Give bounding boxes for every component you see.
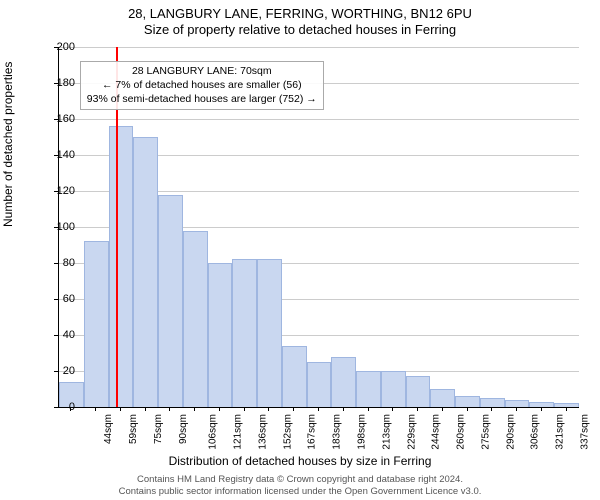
x-tick bbox=[491, 407, 492, 411]
x-tick-label: 136sqm bbox=[258, 414, 269, 450]
y-tick bbox=[54, 191, 58, 192]
y-tick-label: 60 bbox=[63, 293, 75, 305]
x-tick-label: 321sqm bbox=[555, 414, 566, 450]
y-tick bbox=[54, 227, 58, 228]
y-tick-label: 200 bbox=[57, 41, 75, 53]
histogram-bar bbox=[505, 400, 530, 407]
x-tick bbox=[417, 407, 418, 411]
gridline bbox=[59, 119, 579, 120]
x-tick bbox=[219, 407, 220, 411]
x-tick-label: 59sqm bbox=[128, 414, 139, 444]
x-tick-label: 337sqm bbox=[579, 414, 590, 450]
x-tick-label: 213sqm bbox=[381, 414, 392, 450]
y-tick bbox=[54, 47, 58, 48]
x-tick bbox=[318, 407, 319, 411]
x-tick-label: 275sqm bbox=[480, 414, 491, 450]
x-tick-label: 260sqm bbox=[456, 414, 467, 450]
histogram-bar bbox=[307, 362, 332, 407]
x-tick bbox=[293, 407, 294, 411]
y-tick-label: 80 bbox=[63, 257, 75, 269]
histogram-bar bbox=[529, 402, 554, 407]
y-tick-label: 40 bbox=[63, 329, 75, 341]
x-tick-label: 121sqm bbox=[233, 414, 244, 450]
x-tick bbox=[442, 407, 443, 411]
x-tick-label: 183sqm bbox=[332, 414, 343, 450]
annotation-box: 28 LANGBURY LANE: 70sqm← 7% of detached … bbox=[80, 61, 324, 110]
x-tick bbox=[120, 407, 121, 411]
chart-subtitle: Size of property relative to detached ho… bbox=[0, 22, 600, 37]
y-tick-label: 20 bbox=[63, 365, 75, 377]
histogram-bar bbox=[84, 241, 109, 407]
x-tick bbox=[541, 407, 542, 411]
annotation-line: 93% of semi-detached houses are larger (… bbox=[87, 93, 317, 107]
histogram-bar bbox=[133, 137, 158, 407]
x-tick-label: 229sqm bbox=[406, 414, 417, 450]
x-tick-label: 244sqm bbox=[431, 414, 442, 450]
x-tick-label: 152sqm bbox=[282, 414, 293, 450]
x-tick bbox=[244, 407, 245, 411]
x-tick-label: 167sqm bbox=[307, 414, 318, 450]
annotation-line: 28 LANGBURY LANE: 70sqm bbox=[87, 65, 317, 79]
y-tick bbox=[54, 263, 58, 264]
y-tick bbox=[54, 299, 58, 300]
x-tick bbox=[169, 407, 170, 411]
annotation-line: ← 7% of detached houses are smaller (56) bbox=[87, 79, 317, 93]
x-tick bbox=[368, 407, 369, 411]
y-tick bbox=[54, 335, 58, 336]
plot-area: 28 LANGBURY LANE: 70sqm← 7% of detached … bbox=[58, 47, 579, 408]
x-tick bbox=[516, 407, 517, 411]
histogram-bar bbox=[430, 389, 455, 407]
histogram-bar bbox=[554, 403, 579, 407]
x-axis-label: Distribution of detached houses by size … bbox=[0, 454, 600, 468]
gridline bbox=[59, 47, 579, 48]
y-tick bbox=[54, 371, 58, 372]
y-tick bbox=[54, 83, 58, 84]
y-axis-label: Number of detached properties bbox=[1, 62, 15, 227]
x-tick bbox=[95, 407, 96, 411]
histogram-bar bbox=[455, 396, 480, 407]
x-tick-label: 306sqm bbox=[530, 414, 541, 450]
histogram-bar bbox=[183, 231, 208, 407]
x-tick-label: 44sqm bbox=[103, 414, 114, 444]
y-tick-label: 100 bbox=[57, 221, 75, 233]
x-tick-label: 198sqm bbox=[357, 414, 368, 450]
histogram-bar bbox=[232, 259, 257, 407]
x-tick bbox=[145, 407, 146, 411]
x-tick bbox=[392, 407, 393, 411]
y-tick-label: 160 bbox=[57, 113, 75, 125]
x-tick-label: 75sqm bbox=[153, 414, 164, 444]
histogram-bar bbox=[282, 346, 307, 407]
x-tick bbox=[70, 407, 71, 411]
x-tick bbox=[566, 407, 567, 411]
x-tick-label: 290sqm bbox=[505, 414, 516, 450]
y-tick bbox=[54, 407, 58, 408]
x-tick bbox=[343, 407, 344, 411]
footer-line-1: Contains HM Land Registry data © Crown c… bbox=[0, 474, 600, 485]
histogram-bar bbox=[158, 195, 183, 407]
x-tick-label: 106sqm bbox=[208, 414, 219, 450]
histogram-bar bbox=[356, 371, 381, 407]
chart-title: 28, LANGBURY LANE, FERRING, WORTHING, BN… bbox=[0, 6, 600, 21]
y-tick-label: 120 bbox=[57, 185, 75, 197]
x-tick bbox=[467, 407, 468, 411]
y-tick bbox=[54, 119, 58, 120]
histogram-bar bbox=[109, 126, 134, 407]
histogram-bar bbox=[480, 398, 505, 407]
histogram-bar bbox=[331, 357, 356, 407]
x-tick bbox=[194, 407, 195, 411]
y-tick-label: 180 bbox=[57, 77, 75, 89]
x-tick-label: 90sqm bbox=[178, 414, 189, 444]
y-tick bbox=[54, 155, 58, 156]
histogram-bar bbox=[381, 371, 406, 407]
footer-line-2: Contains public sector information licen… bbox=[0, 486, 600, 497]
y-tick-label: 140 bbox=[57, 149, 75, 161]
histogram-bar bbox=[208, 263, 233, 407]
x-tick bbox=[268, 407, 269, 411]
footer-text: Contains HM Land Registry data © Crown c… bbox=[0, 474, 600, 497]
histogram-bar bbox=[257, 259, 282, 407]
histogram-bar bbox=[406, 376, 431, 407]
